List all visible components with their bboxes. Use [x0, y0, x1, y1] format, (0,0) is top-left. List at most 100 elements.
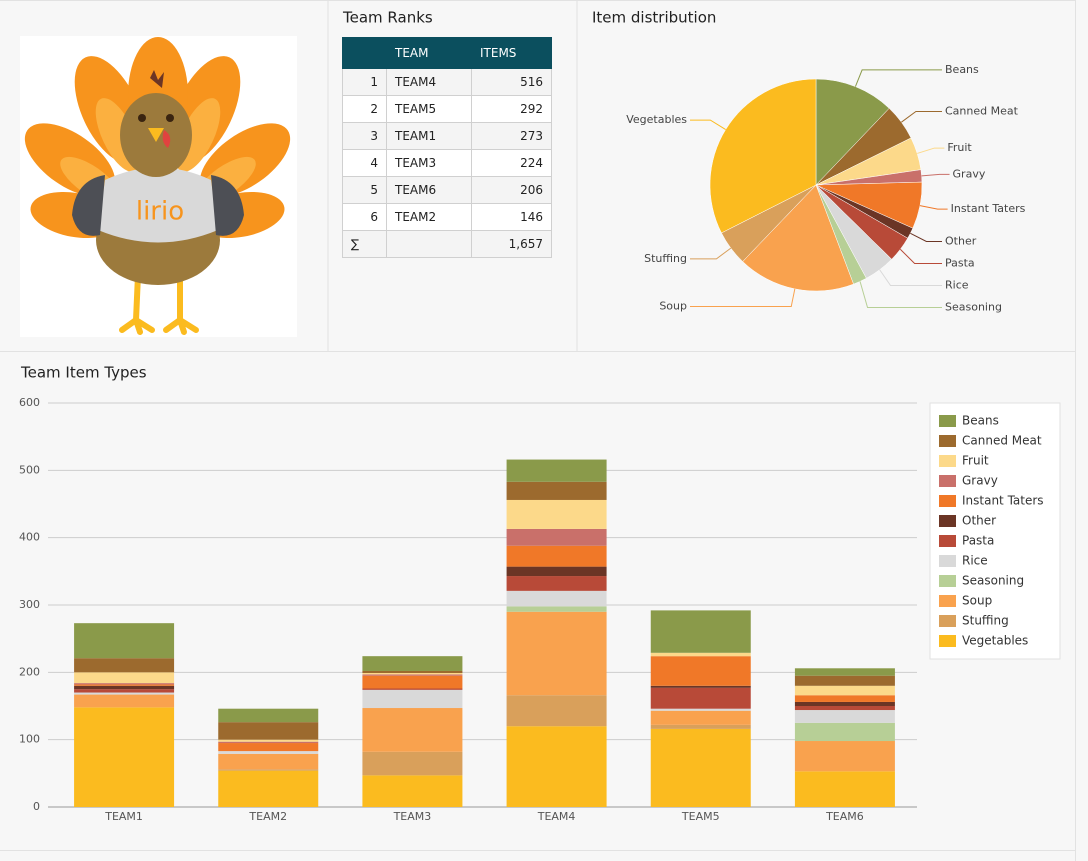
legend-swatch: [939, 595, 956, 607]
bar-segment: [506, 566, 607, 577]
y-tick-label: 400: [19, 531, 40, 544]
header-cell: ITEMS: [471, 37, 552, 69]
bar-segment: [362, 674, 463, 676]
bar-segment: [362, 656, 463, 671]
bar-segment: [362, 775, 463, 807]
leader-line: [690, 119, 726, 130]
header-row: TEAM ITEMS: [342, 37, 552, 69]
bar-segment: [794, 706, 895, 711]
bar-segment: [794, 675, 895, 686]
legend-swatch: [939, 495, 956, 507]
y-tick-label: 100: [19, 733, 40, 746]
pie-label: Rice: [945, 278, 969, 291]
table-row: 5 TEAM6 206: [342, 176, 552, 204]
bar-segment: [650, 656, 751, 686]
legend-label: Beans: [962, 414, 999, 428]
pie-label: Gravy: [953, 167, 986, 180]
bar-segment: [650, 724, 751, 729]
bar-segment: [218, 743, 319, 752]
bar-segment: [650, 687, 751, 709]
bar-segment: [218, 741, 319, 744]
bar-segment: [506, 481, 607, 500]
table-cell: [386, 230, 472, 258]
table-cell: 516: [471, 68, 552, 96]
table-cell: 1,657: [471, 230, 552, 258]
bar-segment: [362, 751, 463, 776]
team-ranks-table: TEAM ITEMS 1 TEAM4 516 2 TEAM5 292 3 TEAM1 273 4 T…: [342, 37, 552, 258]
pie-slice: [709, 78, 817, 234]
leader-line: [919, 205, 948, 210]
table-cell: 1: [342, 68, 387, 96]
bar-segment: [218, 739, 319, 742]
legend-label: Pasta: [962, 534, 994, 548]
bar-segment: [506, 499, 607, 529]
bar-segment: [74, 684, 175, 686]
pie-label: Other: [945, 234, 977, 247]
bar-segment: [74, 692, 175, 695]
bar-segment: [506, 528, 607, 546]
x-tick-label: TEAM1: [104, 810, 143, 823]
bar-segment: [506, 590, 607, 607]
y-tick-label: 600: [19, 396, 40, 409]
bar-segment: [362, 675, 463, 689]
bar-segment: [506, 726, 607, 807]
bar-segment: [794, 695, 895, 702]
bar-segment: [794, 668, 895, 676]
bar-segment: [794, 722, 895, 742]
table-cell: 2: [342, 95, 387, 123]
pie-label: Stuffing: [644, 252, 687, 265]
table-cell: 6: [342, 203, 387, 231]
pie-title: Item distribution: [592, 9, 716, 27]
pie-label: Seasoning: [945, 300, 1002, 313]
legend-label: Fruit: [962, 454, 989, 468]
logo: lirio: [20, 36, 297, 337]
pie-slice: [815, 78, 890, 186]
legend-label: Stuffing: [962, 614, 1009, 628]
bar-segment: [506, 611, 607, 696]
table-row: 6 TEAM2 146: [342, 203, 552, 231]
table-cell: 5: [342, 176, 387, 204]
bar-segment: [218, 769, 319, 771]
bar-segment: [218, 708, 319, 723]
bar-segment: [362, 689, 463, 709]
legend-label: Soup: [962, 594, 992, 608]
bar-segment: [794, 701, 895, 706]
leader-line: [921, 173, 950, 177]
pie-label: Pasta: [945, 256, 975, 269]
legend-label: Canned Meat: [962, 434, 1042, 448]
bar-segment: [506, 695, 607, 727]
table-cell: 3: [342, 122, 387, 150]
table-row: 1 TEAM4 516: [342, 68, 552, 96]
legend-label: Rice: [962, 554, 988, 568]
table-cell: TEAM4: [386, 68, 472, 96]
x-tick-label: TEAM3: [393, 810, 432, 823]
legend-swatch: [939, 415, 956, 427]
bar-segment: [506, 606, 607, 612]
bar-segment: [650, 685, 751, 688]
table-row: 3 TEAM1 273: [342, 122, 552, 150]
legend-swatch: [939, 575, 956, 587]
leader-line: [917, 147, 945, 154]
bar-segment: [218, 751, 319, 754]
table-cell: TEAM5: [386, 95, 472, 123]
bar-segment: [74, 658, 175, 673]
table-row: ∑ 1,657: [342, 230, 552, 258]
bar-segment: [794, 771, 895, 807]
table-cell: 292: [471, 95, 552, 123]
legend-swatch: [939, 475, 956, 487]
leader-line: [879, 269, 942, 286]
legend-swatch: [939, 635, 956, 647]
table-cell: TEAM3: [386, 149, 472, 177]
x-tick-label: TEAM6: [825, 810, 864, 823]
x-tick-label: TEAM5: [681, 810, 720, 823]
leader-line: [899, 248, 942, 264]
legend-label: Gravy: [962, 474, 998, 488]
bar-segment: [74, 685, 175, 690]
table-cell: 224: [471, 149, 552, 177]
table-cell: TEAM1: [386, 122, 472, 150]
bar-segment: [362, 688, 463, 690]
bar-segment: [74, 689, 175, 693]
bar-segment: [506, 576, 607, 591]
bar-segment: [506, 545, 607, 567]
y-tick-label: 200: [19, 665, 40, 678]
